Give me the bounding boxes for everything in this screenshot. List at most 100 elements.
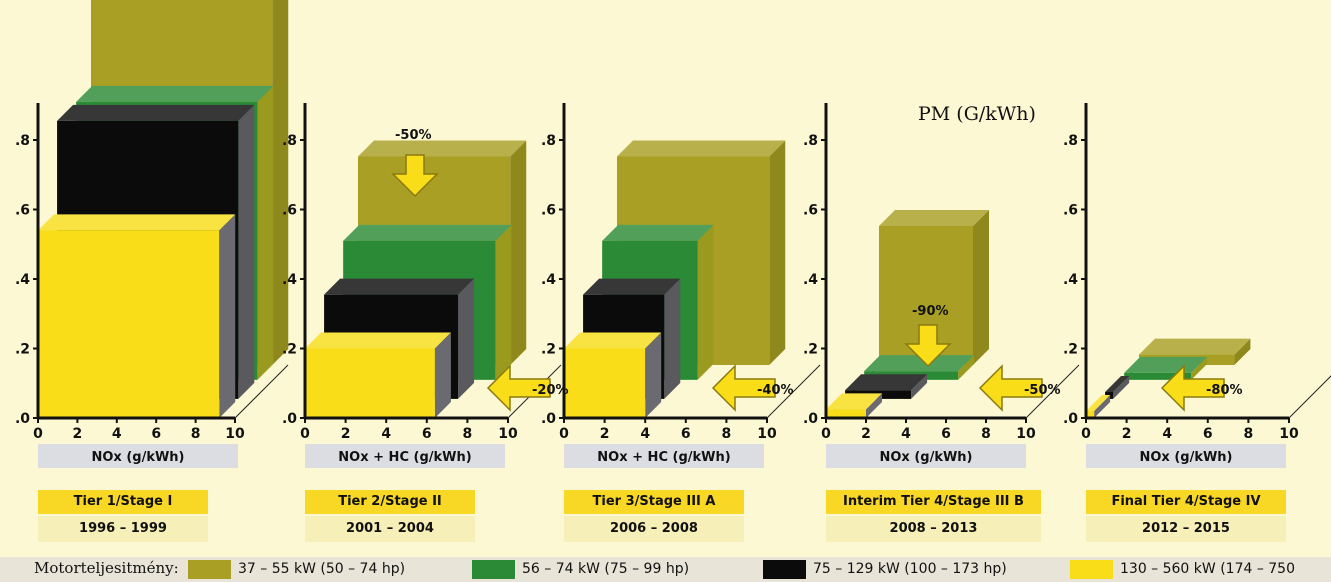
panel-title-3: Tier 3/Stage III A bbox=[564, 490, 744, 514]
bar-side bbox=[434, 332, 451, 418]
y-tick-label: .4 bbox=[803, 272, 818, 288]
bar bbox=[305, 348, 435, 418]
bar-side bbox=[458, 278, 475, 399]
bar-top bbox=[602, 224, 714, 241]
y-tick-label: .4 bbox=[541, 272, 556, 288]
bar bbox=[1086, 411, 1095, 418]
bar-side bbox=[645, 332, 662, 418]
arrow-icon bbox=[904, 324, 952, 368]
bar-top bbox=[879, 210, 989, 226]
x-tick-label: 4 bbox=[901, 426, 911, 442]
panel-title-1: Tier 1/Stage I bbox=[38, 490, 208, 514]
x-tick-label: 6 bbox=[941, 426, 951, 442]
bar-side bbox=[272, 0, 289, 365]
y-tick-label: .6 bbox=[541, 203, 556, 219]
y-tick-label: .8 bbox=[803, 133, 818, 149]
y-tick-label: .0 bbox=[282, 411, 297, 427]
x-tick-label: 4 bbox=[112, 426, 122, 442]
panel-title-2: Tier 2/Stage II bbox=[305, 490, 475, 514]
bar-top bbox=[38, 214, 236, 231]
bar-side bbox=[1234, 338, 1251, 365]
bar-side bbox=[257, 85, 274, 380]
y-tick-label: .8 bbox=[541, 133, 556, 149]
x-tick-label: 4 bbox=[1162, 426, 1172, 442]
y-tick-label: .6 bbox=[15, 203, 30, 219]
x-tick-label: 6 bbox=[681, 426, 691, 442]
x-axis-label: NOx (g/kWh) bbox=[1139, 450, 1232, 465]
reduction-label-tier3-nox: -40% bbox=[757, 383, 794, 398]
bar-top bbox=[583, 278, 681, 295]
x-tick-label: 8 bbox=[191, 426, 201, 442]
depth-guide bbox=[1288, 375, 1331, 419]
y-tick-label: .6 bbox=[1063, 203, 1078, 219]
bar-side bbox=[219, 214, 236, 418]
reduction-label-tier4f-nox: -80% bbox=[1206, 383, 1243, 398]
bar-side bbox=[973, 210, 989, 365]
y-tick-label: .8 bbox=[15, 133, 30, 149]
reduction-label-tier2-nox: -20% bbox=[532, 383, 569, 398]
depth-guide bbox=[766, 364, 821, 419]
y-tick-label: .2 bbox=[1063, 342, 1078, 358]
bar-side bbox=[958, 355, 975, 380]
x-tick-label: 2 bbox=[341, 426, 351, 442]
x-tick-label: 6 bbox=[1203, 426, 1213, 442]
bar-top bbox=[1105, 375, 1130, 392]
bar-top bbox=[1124, 356, 1208, 373]
pm-axis-label: PM (G/kWh) bbox=[918, 103, 1036, 125]
arrow-icon bbox=[711, 364, 776, 412]
x-axis-label: NOx (g/kWh) bbox=[91, 450, 184, 465]
y-tick-label: .4 bbox=[15, 272, 30, 288]
bar-top bbox=[76, 85, 274, 102]
reduction-label-tier4i-pm: -90% bbox=[912, 304, 949, 319]
bar-side bbox=[911, 374, 928, 399]
x-axis-label-band bbox=[826, 444, 1026, 468]
depth-guide bbox=[1025, 364, 1080, 419]
depth-guide bbox=[234, 364, 289, 419]
bar-side bbox=[866, 393, 882, 418]
bar bbox=[826, 409, 866, 418]
reduction-label-tier4i-nox: -50% bbox=[1024, 383, 1061, 398]
x-tick-label: 8 bbox=[1244, 426, 1254, 442]
panel-title-4: Interim Tier 4/Stage III B bbox=[826, 490, 1041, 514]
bar-top bbox=[845, 374, 928, 391]
chart-canvas: .0 .2 .4 .6 .8 0 2 4 6 8 10 NOx (g/kWh) .0 .2 .4 .6 .8 0 2… bbox=[15, 0, 1331, 468]
bar-side bbox=[664, 278, 681, 399]
y-tick-label: .2 bbox=[15, 342, 30, 358]
y-tick-label: .0 bbox=[1063, 411, 1078, 427]
y-tick-label: .8 bbox=[282, 133, 297, 149]
bar-top bbox=[324, 278, 475, 295]
legend-title: Motorteljesitmény: bbox=[34, 559, 179, 577]
x-axis-label-band bbox=[564, 444, 764, 468]
x-tick-label: 10 bbox=[757, 426, 777, 442]
x-tick-label: 10 bbox=[498, 426, 518, 442]
panel-years-5: 2012 – 2015 bbox=[1086, 516, 1286, 542]
bar-top bbox=[343, 224, 512, 241]
arrow-icon bbox=[391, 154, 439, 198]
reduction-label-tier2-pm: -50% bbox=[395, 128, 432, 143]
y-tick-label: .2 bbox=[282, 342, 297, 358]
bar-side bbox=[1113, 375, 1130, 399]
x-axis-label: NOx (g/kWh) bbox=[879, 450, 972, 465]
x-tick-label: 2 bbox=[600, 426, 610, 442]
panel-years-3: 2006 – 2008 bbox=[564, 516, 744, 542]
legend-label: 56 – 74 kW (75 – 99 hp) bbox=[522, 561, 690, 577]
y-tick-label: .6 bbox=[282, 203, 297, 219]
x-axis-label: NOx + HC (g/kWh) bbox=[338, 450, 471, 465]
x-tick-label: 4 bbox=[640, 426, 650, 442]
bar-side bbox=[1094, 395, 1111, 418]
arrow-icon bbox=[978, 364, 1043, 412]
bar-top bbox=[1139, 338, 1251, 355]
y-tick-label: .4 bbox=[282, 272, 297, 288]
y-tick-label: .0 bbox=[15, 411, 30, 427]
y-tick-label: .0 bbox=[803, 411, 818, 427]
legend-swatch bbox=[763, 560, 806, 579]
x-tick-label: 10 bbox=[225, 426, 245, 442]
y-tick-label: .6 bbox=[803, 203, 818, 219]
bar bbox=[564, 348, 646, 418]
x-tick-label: 8 bbox=[463, 426, 473, 442]
legend-label: 37 – 55 kW (50 – 74 hp) bbox=[238, 561, 406, 577]
x-tick-label: 4 bbox=[381, 426, 391, 442]
x-axis-label-band bbox=[1086, 444, 1286, 468]
x-tick-label: 0 bbox=[1081, 426, 1091, 442]
legend-label: 130 – 560 kW (174 – 750 bbox=[1120, 561, 1295, 577]
